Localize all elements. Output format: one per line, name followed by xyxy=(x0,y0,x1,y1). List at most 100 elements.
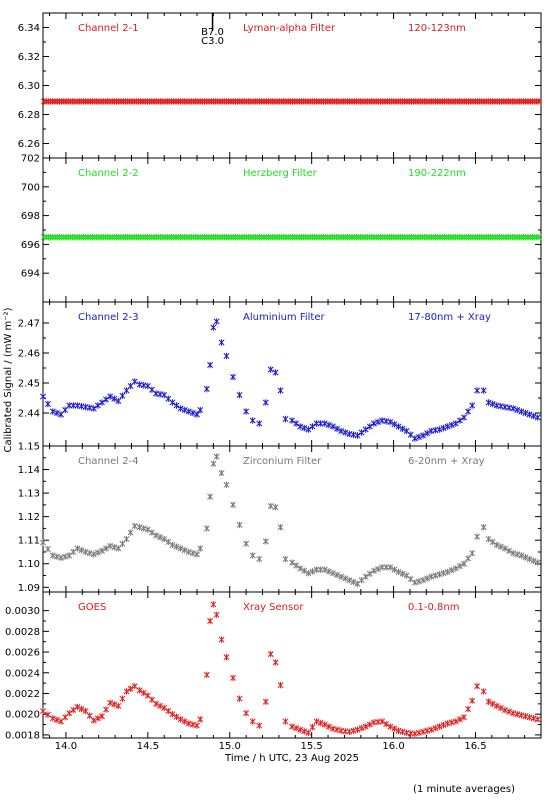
data-point xyxy=(243,408,250,415)
panel-label: 190-222nm xyxy=(408,168,466,179)
data-point xyxy=(530,412,537,420)
data-point xyxy=(444,568,451,576)
data-point xyxy=(480,688,487,695)
data-point xyxy=(127,685,134,693)
data-point xyxy=(99,547,105,554)
data-point xyxy=(272,369,279,376)
data-point xyxy=(346,728,353,735)
data-point xyxy=(218,469,225,477)
data-point xyxy=(169,541,176,549)
data-point xyxy=(334,726,341,733)
data-point xyxy=(197,406,204,414)
data-point xyxy=(493,702,500,710)
data-point xyxy=(350,727,357,734)
data-point xyxy=(272,504,279,511)
y-tick-label: 0.0018 xyxy=(5,730,40,741)
data-point xyxy=(399,728,406,735)
data-point xyxy=(62,553,69,560)
data-point xyxy=(366,423,373,430)
data-point xyxy=(131,683,138,690)
data-point xyxy=(530,715,537,722)
data-point xyxy=(395,423,402,430)
data-point xyxy=(44,545,51,553)
data-point xyxy=(103,706,110,713)
x-axis-label: Time / h UTC, 23 Aug 2025 xyxy=(224,753,359,764)
y-tick-label: 1.10 xyxy=(18,559,40,570)
panel-3: Channel 2-3 Aluminium Filter 17-80nm + Xra… xyxy=(18,301,542,447)
data-point xyxy=(465,555,472,562)
data-point xyxy=(334,425,341,432)
data-point xyxy=(256,420,263,427)
data-point xyxy=(506,404,513,411)
data-point xyxy=(474,387,481,394)
data-point xyxy=(444,720,451,727)
data-point xyxy=(510,549,517,557)
data-point xyxy=(465,408,472,415)
data-point xyxy=(165,707,172,715)
data-point xyxy=(321,420,328,427)
data-point xyxy=(362,723,369,730)
data-point xyxy=(518,712,525,719)
y-tick-label: 0.0022 xyxy=(5,689,40,700)
data-point xyxy=(82,548,89,556)
data-point xyxy=(485,698,492,705)
y-tick-label: 0.0024 xyxy=(5,668,40,679)
data-point xyxy=(230,501,236,509)
data-point xyxy=(78,403,85,410)
data-point xyxy=(49,408,56,415)
data-point xyxy=(243,540,250,547)
data-point xyxy=(383,418,390,425)
data-point xyxy=(236,695,243,702)
data-point xyxy=(526,411,533,418)
data-point xyxy=(354,432,361,439)
panels-layer: Channel 2-1 Lyman-alpha Filter 120-123nm 6.… xyxy=(5,12,542,752)
data-point xyxy=(493,541,500,549)
y-axis-label: Calibrated Signal / (mW m⁻²) xyxy=(3,307,14,452)
data-point xyxy=(173,543,180,550)
data-point xyxy=(424,727,431,734)
y-tick-label: 702 xyxy=(21,154,40,165)
flare-marker-label: B7.0 xyxy=(201,27,224,38)
data-point xyxy=(230,674,236,682)
data-point xyxy=(223,481,230,489)
data-point xyxy=(489,700,496,708)
data-point xyxy=(297,423,304,430)
data-point xyxy=(313,718,320,725)
y-tick-label: 6.26 xyxy=(18,139,40,150)
data-point xyxy=(502,403,508,411)
panel-frame xyxy=(42,445,542,593)
data-point xyxy=(236,521,243,529)
data-point xyxy=(448,567,455,574)
panel-label: 0.1-0.8nm xyxy=(408,602,460,613)
data-point xyxy=(78,705,85,713)
data-point xyxy=(375,418,381,426)
data-point xyxy=(86,404,93,411)
data-point xyxy=(189,409,196,417)
data-point xyxy=(391,566,398,573)
data-point xyxy=(194,551,200,558)
panel-label: 120-123nm xyxy=(408,23,466,34)
data-point xyxy=(207,493,214,500)
panel-label: Channel 2-3 xyxy=(78,312,139,323)
data-point xyxy=(103,396,110,403)
data-point xyxy=(514,710,521,718)
data-point xyxy=(144,526,151,533)
data-point xyxy=(157,702,164,710)
data-point xyxy=(452,420,459,427)
data-point xyxy=(78,547,85,554)
data-point xyxy=(277,681,284,689)
data-point xyxy=(485,399,492,406)
data-point xyxy=(366,721,373,728)
data-point xyxy=(485,535,492,543)
data-point xyxy=(301,728,308,735)
data-point xyxy=(127,529,134,536)
data-point xyxy=(115,397,122,405)
data-point xyxy=(148,386,155,393)
data-point xyxy=(506,547,513,554)
data-point xyxy=(74,703,81,711)
y-tick-label: 6.32 xyxy=(18,52,40,63)
panel-2: Channel 2-2 Herzberg Filter 190-222nm 694 69… xyxy=(21,154,542,303)
data-point xyxy=(213,611,220,618)
data-point xyxy=(107,699,114,706)
